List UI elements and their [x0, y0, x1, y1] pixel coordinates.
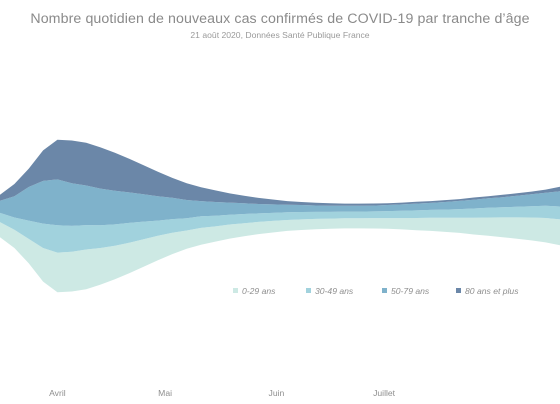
x-axis-ticks: Avril Mai Juin Juillet [49, 388, 396, 398]
stream-layer-80-ans-et-plus [0, 139, 560, 206]
chart-title: Nombre quotidien de nouveaux cas confirm… [30, 11, 530, 27]
stream-layer-0-29-ans [0, 217, 560, 293]
legend-label: 30-49 ans [315, 286, 354, 296]
legend-label: 0-29 ans [242, 286, 276, 296]
stream-layer-30-49-ans [0, 205, 560, 253]
legend-label: 80 ans et plus [465, 286, 519, 296]
legend-label: 50-79 ans [391, 286, 430, 296]
stream-layers [0, 139, 560, 293]
legend-swatch [306, 288, 311, 293]
legend: 0-29 ans 30-49 ans 50-79 ans 80 ans et plus [233, 286, 519, 296]
legend-swatch [456, 288, 461, 293]
legend-swatch [233, 288, 238, 293]
x-tick-label: Juillet [373, 388, 396, 398]
legend-swatch [382, 288, 387, 293]
x-tick-label: Juin [269, 388, 285, 398]
chart-subtitle: 21 août 2020, Données Santé Publique Fra… [190, 30, 370, 40]
x-tick-label: Mai [158, 388, 172, 398]
x-tick-label: Avril [49, 388, 66, 398]
stream-layer-50-79-ans [0, 179, 560, 226]
